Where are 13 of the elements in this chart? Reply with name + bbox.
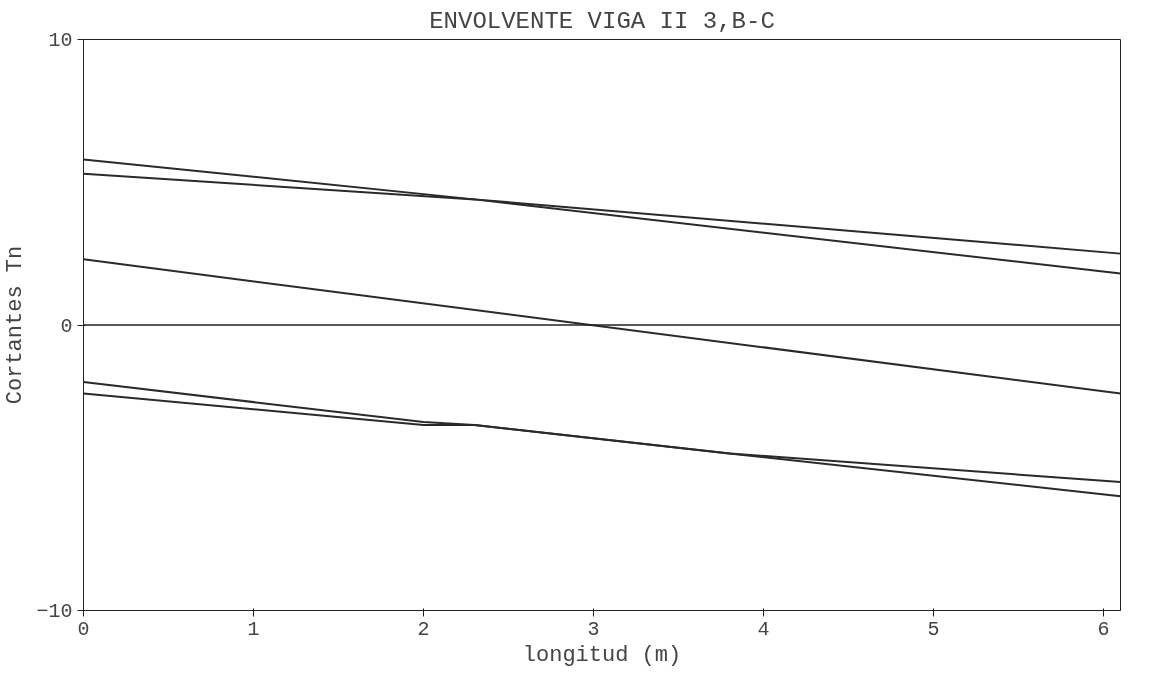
x-tick-label: 6 [1097, 617, 1110, 641]
x-tick-label: 2 [417, 617, 430, 641]
x-tick-label: 3 [587, 617, 600, 641]
x-tick-label: 5 [927, 617, 940, 641]
y-tick-label: 10 [48, 29, 73, 52]
y-tick-label: −10 [36, 600, 73, 623]
y-axis-title: Cortantes Tn [3, 245, 29, 405]
y-tick-label: 0 [60, 314, 73, 338]
x-tick-label: 1 [247, 617, 260, 641]
x-tick-label: 0 [77, 617, 90, 641]
x-tick-label: 4 [757, 617, 770, 641]
x-axis-title: longitud (m) [522, 642, 682, 668]
chart-title: ENVOLVENTE VIGA II 3,B-C [429, 7, 775, 35]
